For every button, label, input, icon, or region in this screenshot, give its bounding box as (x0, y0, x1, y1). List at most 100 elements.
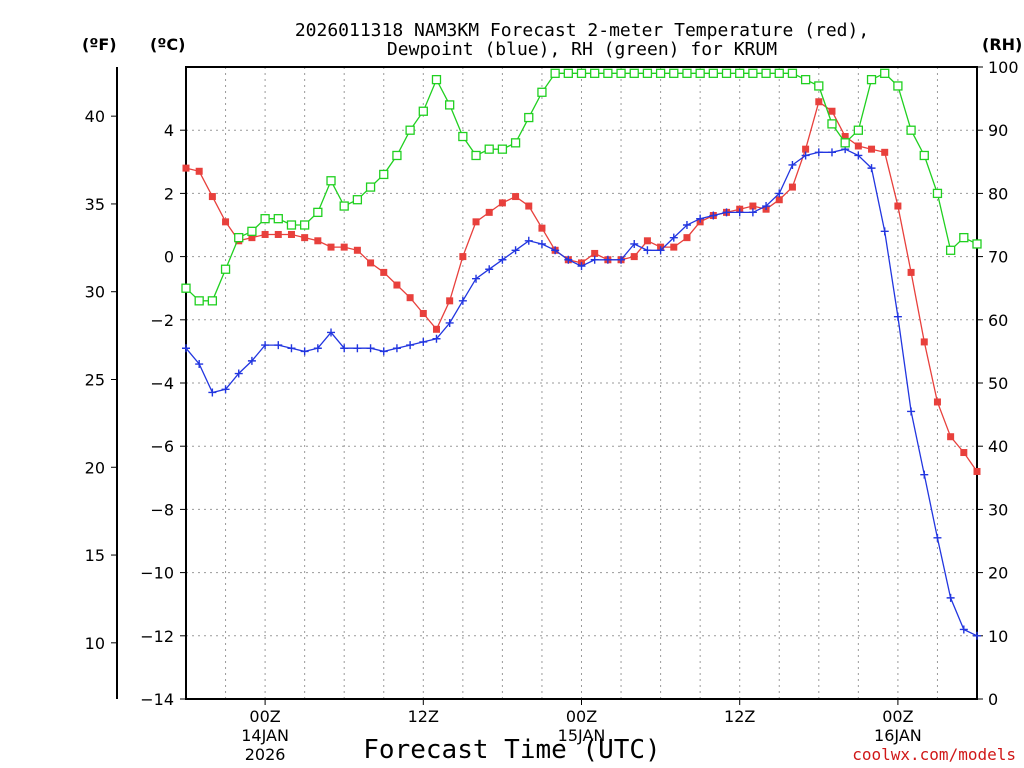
dewpoint-point (735, 208, 744, 217)
temperature-point (907, 268, 915, 276)
temperature-point (367, 259, 375, 267)
dewpoint-point (182, 344, 190, 353)
dewpoint-point (775, 189, 784, 198)
rh-point (299, 220, 310, 230)
temperature-point (591, 249, 599, 257)
temperature-point (749, 202, 757, 210)
dewpoint-point (340, 344, 349, 353)
rh-point (827, 119, 837, 129)
rh-tick-label: 40 (988, 437, 1008, 456)
temperature-point (182, 164, 190, 172)
dewpoint-point (630, 239, 639, 248)
dewpoint-point (959, 625, 968, 634)
rh-tick-label: 10 (988, 627, 1008, 646)
rh-point (682, 68, 692, 78)
rh-point (774, 68, 784, 78)
dewpoint-point (603, 255, 612, 264)
dewpoint-point (762, 202, 771, 211)
temperature-point (208, 193, 216, 201)
temperature-point (630, 253, 638, 261)
dewpoint-point (880, 227, 889, 236)
rh-point (550, 68, 560, 78)
rh-point (497, 144, 508, 154)
dewpoint-point (854, 151, 863, 160)
dewpoint-point (682, 221, 691, 229)
rh-tick-label: 60 (988, 311, 1008, 330)
rh-point (194, 296, 204, 306)
rh-point (379, 169, 389, 180)
rh-point (273, 214, 283, 224)
rh-point (537, 87, 547, 97)
dewpoint-point (327, 328, 336, 337)
dewpoint-point (933, 533, 942, 542)
rh-point (866, 74, 877, 85)
temperature-point (512, 193, 520, 201)
x-tick-label: 00Z (882, 707, 913, 726)
rh-point (800, 74, 811, 85)
rh-point (655, 68, 666, 78)
temperature-point (287, 230, 295, 238)
temperature-point (274, 230, 282, 238)
temperature-point (538, 224, 546, 232)
rh-point (326, 176, 336, 186)
chart-title-line-1: 2026011318 NAM3KM Forecast 2-meter Tempe… (295, 20, 869, 41)
dewpoint-point (867, 164, 876, 173)
dewpoint-point (524, 236, 533, 245)
dewpoint-point (445, 318, 454, 327)
rh-point (286, 220, 297, 230)
temperature-point (802, 145, 810, 153)
celsius-tick-label: −6 (150, 437, 174, 456)
rh-point (260, 214, 270, 224)
dewpoint-point (498, 255, 507, 264)
fahrenheit-unit-label: (ºF) (82, 35, 117, 54)
dewpoint-point (564, 255, 573, 264)
x-tick-year: 2026 (245, 745, 286, 764)
rh-point (814, 81, 824, 91)
rh-point (418, 106, 428, 116)
celsius-tick-label: −12 (140, 627, 174, 646)
dewpoint-point (551, 246, 560, 255)
dewpoint-point (274, 341, 283, 350)
dewpoint-point (590, 255, 599, 264)
fahrenheit-tick-label: 30 (85, 283, 105, 302)
temperature-point (301, 234, 309, 242)
rh-tick-label: 50 (988, 374, 1008, 393)
rh-point (471, 150, 481, 161)
credit-label: coolwx.com/models (852, 745, 1016, 764)
chart-title-line-2: Dewpoint (blue), RH (green) for KRUM (387, 39, 777, 60)
rh-point (945, 245, 956, 255)
celsius-tick-label: −10 (140, 564, 174, 583)
temperature-point (775, 196, 783, 204)
temperature-point (195, 167, 203, 175)
rh-point (458, 131, 468, 142)
rh-tick-label: 100 (988, 58, 1019, 77)
dewpoint-point (748, 208, 757, 217)
rh-unit-label: (RH) (982, 35, 1022, 54)
rh-point (484, 144, 494, 154)
temperature-point (472, 218, 480, 226)
rh-point (207, 296, 218, 306)
rh-point (959, 232, 969, 243)
rh-point (906, 125, 916, 135)
temperature-point (353, 246, 361, 254)
rh-point (181, 283, 191, 293)
temperature-point (868, 145, 876, 153)
rh-point (893, 81, 903, 91)
rh-point (339, 201, 349, 211)
temperature-point (881, 148, 889, 156)
temperature-point (643, 237, 651, 245)
dewpoint-point (208, 388, 217, 397)
x-tick-label: 12Z (724, 707, 755, 726)
temperature-point (828, 107, 836, 115)
fahrenheit-tick-label: 10 (85, 634, 105, 653)
temperature-point (788, 183, 796, 191)
dewpoint-point (814, 148, 823, 157)
rh-point (313, 207, 323, 218)
temperature-point (459, 253, 467, 261)
x-tick-label: 00Z (566, 707, 597, 726)
rh-tick-label: 30 (988, 500, 1008, 519)
rh-point (616, 68, 626, 78)
rh-point (247, 226, 257, 236)
rh-point (431, 74, 442, 85)
dewpoint-point (485, 265, 494, 274)
